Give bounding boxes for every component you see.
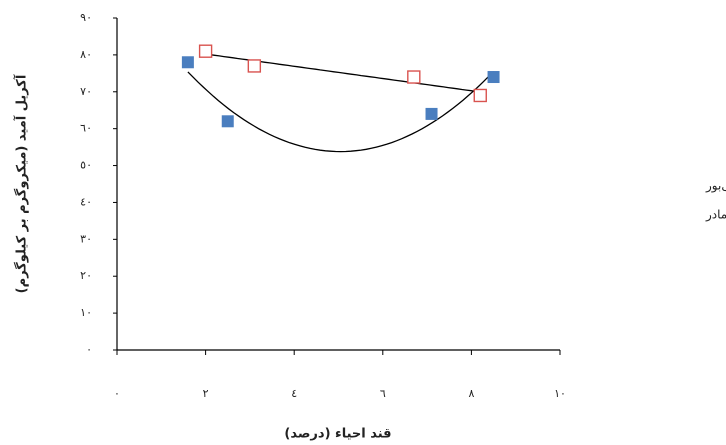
y-tick-label: ٦۰ — [80, 122, 92, 135]
x-tick-label: ۲ — [203, 387, 209, 400]
legend-label: بیسکویت مادر — [705, 208, 726, 223]
x-tick-label: ۱۰ — [554, 387, 566, 400]
y-tick-label: ٥۰ — [80, 159, 92, 172]
y-tick-label: ۲۰ — [80, 269, 92, 282]
y-tick-label: ۸۰ — [80, 48, 92, 61]
point — [425, 107, 438, 120]
point — [247, 59, 262, 73]
y-tick-label: ۳۰ — [80, 232, 92, 245]
point — [407, 70, 421, 84]
y-tick-label: ۱۰ — [80, 306, 92, 319]
y-tick-label: ۹۰ — [80, 11, 92, 24]
point — [198, 44, 213, 58]
x-tick-label: ٤ — [291, 387, 297, 400]
x-axis-label: قند احیاء (درصد) — [284, 427, 391, 442]
point — [181, 56, 194, 69]
y-tick-label: ۷۰ — [80, 85, 92, 98]
point — [473, 88, 487, 103]
y-tick-label: ٤۰ — [80, 195, 92, 208]
x-tick-label: ۰ — [114, 387, 120, 400]
point — [221, 115, 234, 128]
legend-label: بیسکویت پتی‌بور — [705, 179, 726, 194]
x-tick-label: ۸ — [468, 387, 474, 400]
trendline — [205, 53, 481, 93]
trendline — [187, 70, 495, 153]
y-tick-label: ۰ — [86, 343, 92, 356]
y-axis-label: آکریل آمید (میکروگرم بر کیلوگرم) — [13, 74, 30, 293]
point — [487, 71, 500, 84]
x-tick-label: ٦ — [380, 387, 386, 400]
